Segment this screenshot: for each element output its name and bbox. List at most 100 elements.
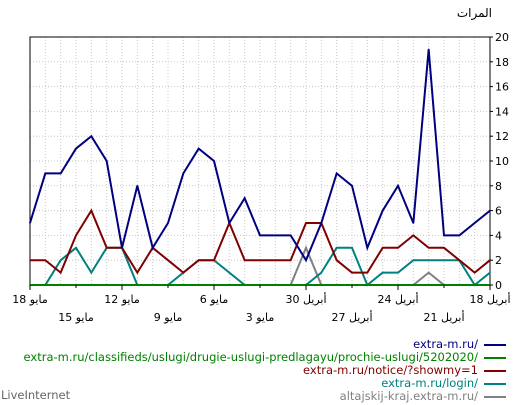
x-tick-label: 18 أبريل <box>469 292 510 306</box>
data-point-s1 <box>44 284 47 286</box>
legend-label: extra-m.ru/classifieds/uslugi/drugie-usl… <box>23 350 478 364</box>
data-point-s3 <box>320 271 323 274</box>
data-point-s0 <box>29 222 31 224</box>
x-tick-label: 27 أبريل <box>331 310 372 324</box>
legend-label: extra-m.ru/login/ <box>381 376 478 390</box>
data-point-s2 <box>335 259 338 262</box>
data-point-s2 <box>59 271 62 274</box>
data-point-s2 <box>182 271 185 274</box>
y-tick-label: 4 <box>495 229 502 242</box>
data-point-s3 <box>335 247 338 249</box>
data-point-s2 <box>289 259 292 262</box>
data-point-s2 <box>44 259 47 262</box>
data-point-s0 <box>182 172 185 175</box>
data-point-s2 <box>473 271 476 274</box>
data-point-s3 <box>397 271 399 274</box>
x-tick-label: 18 مايو <box>12 293 48 306</box>
x-tick-label: 9 مايو <box>154 311 183 324</box>
data-point-s1 <box>320 284 323 286</box>
legend-label: extra-m.ru/notice/?showmy=1 <box>303 363 478 377</box>
data-point-s0 <box>473 222 476 224</box>
data-point-s0 <box>44 172 47 175</box>
y-axis-ticks: 0 2 4 6 8 10 12 14 16 18 20 <box>490 31 509 292</box>
data-point-s2 <box>274 259 277 262</box>
data-point-s3 <box>443 259 445 262</box>
data-point-s2 <box>443 247 445 249</box>
data-point-s1 <box>59 284 62 286</box>
data-point-s3 <box>90 271 93 274</box>
legend-swatch <box>484 343 506 346</box>
data-point-s0 <box>136 185 139 187</box>
data-point-s3 <box>228 271 231 274</box>
data-point-s0 <box>397 185 399 187</box>
data-point-s4 <box>305 247 307 249</box>
data-point-s1 <box>151 284 154 286</box>
x-tick-label: 15 مايو <box>58 311 94 324</box>
data-point-s3 <box>59 259 62 262</box>
data-point-s2 <box>412 234 415 237</box>
data-point-s1 <box>412 284 415 286</box>
data-point-s0 <box>458 234 461 237</box>
y-tick-label: 6 <box>495 205 502 218</box>
data-point-s0 <box>259 234 261 237</box>
data-point-s0 <box>366 247 369 249</box>
data-point-s2 <box>351 271 353 274</box>
data-point-s0 <box>151 247 154 249</box>
x-axis-ticks: 18 مايو 12 مايو 6 مايو 30 أبريل 24 أبريل 18 أ… <box>12 285 511 324</box>
data-point-s2 <box>90 209 93 212</box>
data-point-s2 <box>197 259 200 262</box>
data-point-s1 <box>90 284 93 286</box>
data-point-s1 <box>105 284 108 286</box>
data-point-s2 <box>243 259 246 262</box>
data-point-s2 <box>136 271 139 274</box>
x-tick-label: 21 أبريل <box>423 310 464 324</box>
legend-swatch <box>484 395 506 398</box>
data-point-s0 <box>59 172 62 175</box>
y-tick-label: 2 <box>495 254 502 267</box>
data-point-s2 <box>305 222 307 224</box>
data-point-s2 <box>75 234 77 237</box>
legend-label: extra-m.ru/ <box>413 337 478 351</box>
data-point-s0 <box>105 160 108 162</box>
y-tick-label: 14 <box>495 105 509 118</box>
data-point-s1 <box>289 284 292 286</box>
data-point-s0 <box>335 172 338 175</box>
data-point-s1 <box>335 284 338 286</box>
y-tick-label: 16 <box>495 81 509 94</box>
data-point-s2 <box>458 259 461 262</box>
data-point-s2 <box>366 271 369 274</box>
y-axis-label: المرات <box>457 6 492 21</box>
data-point-s3 <box>489 271 491 274</box>
data-point-s2 <box>213 259 215 262</box>
legend-swatch <box>484 356 506 359</box>
data-point-s2 <box>259 259 261 262</box>
data-point-s0 <box>381 209 384 212</box>
data-point-s3 <box>427 259 430 262</box>
data-point-s2 <box>167 259 169 262</box>
data-point-s3 <box>381 271 384 274</box>
data-point-s0 <box>274 234 277 237</box>
data-point-s0 <box>90 135 93 137</box>
data-point-s0 <box>443 234 445 237</box>
data-point-s1 <box>274 284 277 286</box>
grid <box>30 37 490 285</box>
legend-item: extra-m.ru/login/ <box>6 377 506 390</box>
legend-swatch <box>484 369 506 372</box>
data-point-s1 <box>136 284 139 286</box>
data-point-s0 <box>243 197 246 199</box>
data-point-s1 <box>197 284 200 286</box>
data-point-s0 <box>351 185 353 187</box>
data-point-s0 <box>305 259 307 262</box>
data-point-s3 <box>412 259 415 262</box>
y-tick-label: 20 <box>495 31 509 44</box>
legend-item: extra-m.ru/ <box>6 338 506 351</box>
data-point-s0 <box>197 147 200 150</box>
x-tick-label: 24 أبريل <box>377 292 418 306</box>
legend-label: altajskij-kraj.extra-m.ru/ <box>339 389 478 403</box>
x-tick-label: 6 مايو <box>200 293 229 306</box>
data-point-s2 <box>381 247 384 249</box>
data-point-s1 <box>243 284 246 286</box>
data-point-s1 <box>381 284 384 286</box>
data-point-s2 <box>105 247 108 249</box>
